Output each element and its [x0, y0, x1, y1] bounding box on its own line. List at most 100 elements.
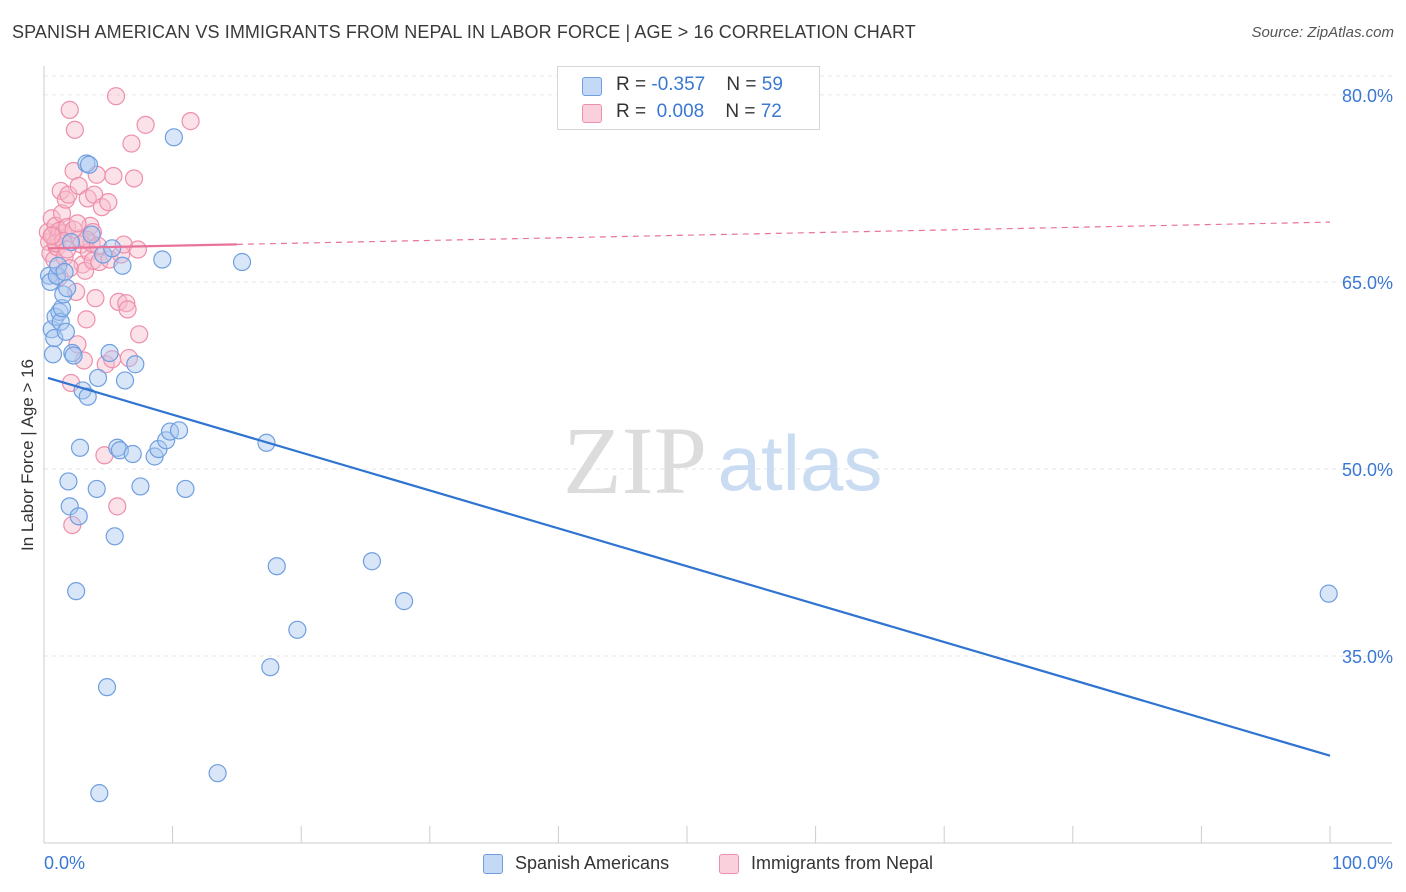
data-point-spanish-american — [60, 497, 79, 516]
data-point-spanish-american — [59, 472, 78, 491]
legend-swatch-pink — [719, 854, 739, 874]
y-tick-label: 80.0% — [1342, 86, 1393, 106]
data-point-nepal — [88, 236, 108, 255]
data-point-spanish-american — [87, 479, 106, 499]
data-point-nepal — [77, 310, 96, 329]
data-point-spanish-american — [52, 299, 72, 318]
trendline-nepal-dashed — [236, 221, 1331, 245]
data-point-spanish-american — [288, 620, 307, 639]
legend-label: Immigrants from Nepal — [751, 853, 934, 873]
data-point-spanish-american — [51, 312, 70, 331]
data-point-spanish-american — [88, 368, 108, 388]
data-point-spanish-american — [100, 343, 119, 363]
data-point-spanish-american — [126, 355, 145, 374]
data-point-spanish-american — [394, 592, 414, 611]
series-legend: Spanish Americans Immigrants from Nepal — [0, 852, 1406, 878]
data-point-spanish-american — [78, 387, 97, 406]
data-point-spanish-american — [123, 444, 142, 464]
data-point-nepal — [118, 300, 137, 319]
data-point-nepal — [122, 134, 141, 153]
data-point-nepal — [54, 231, 73, 250]
data-point-nepal — [106, 87, 126, 106]
data-point-spanish-american — [94, 245, 113, 264]
data-point-nepal — [65, 120, 84, 139]
data-point-spanish-american — [115, 371, 135, 390]
data-point-spanish-american — [69, 507, 88, 526]
data-point-spanish-american — [97, 678, 117, 697]
x-tick-label: 0.0% — [44, 853, 85, 873]
data-point-nepal — [99, 193, 118, 212]
data-point-nepal — [130, 325, 149, 344]
data-point-spanish-american — [267, 557, 286, 576]
watermark-zip: ZIP — [563, 407, 707, 514]
data-point-spanish-american — [169, 421, 189, 440]
data-point-nepal — [114, 235, 133, 254]
trendline-spanish-americans — [47, 376, 1331, 757]
data-point-nepal — [69, 176, 88, 196]
legend-r-label: R = — [616, 74, 652, 95]
data-point-nepal — [104, 166, 123, 186]
data-point-spanish-american — [45, 328, 64, 348]
data-point-spanish-american — [232, 252, 252, 272]
data-point-spanish-american — [64, 346, 83, 365]
legend-label: Spanish Americans — [515, 853, 670, 873]
data-point-spanish-american — [153, 250, 172, 269]
data-point-nepal — [128, 240, 147, 259]
data-point-spanish-american — [70, 438, 90, 457]
x-tick-label: 100.0% — [1332, 853, 1393, 873]
data-point-spanish-american — [58, 279, 77, 298]
data-point-spanish-american — [105, 527, 124, 546]
data-point-nepal — [181, 112, 200, 131]
data-point-spanish-american — [157, 431, 176, 450]
data-point-spanish-american — [55, 262, 74, 282]
data-point-nepal — [60, 100, 79, 119]
legend-r-value: 0.008 — [651, 101, 705, 122]
data-point-spanish-american — [56, 322, 75, 341]
data-point-nepal — [68, 214, 87, 233]
legend-n-value: 72 — [760, 101, 782, 122]
data-point-spanish-american — [82, 225, 101, 244]
data-point-nepal — [52, 204, 72, 223]
data-point-spanish-american — [40, 266, 59, 285]
data-point-spanish-american — [103, 239, 122, 258]
watermark-atlas: atlas — [718, 419, 883, 507]
legend-n-label: N = — [725, 101, 761, 122]
data-point-spanish-american — [131, 477, 150, 496]
legend-r-label: R = — [616, 101, 652, 122]
data-point-nepal — [76, 261, 95, 280]
data-point-spanish-american — [176, 479, 195, 499]
legend-swatch-blue — [483, 854, 503, 874]
data-point-nepal — [136, 115, 155, 134]
data-point-spanish-american — [90, 784, 109, 803]
trendline-nepal-solid — [47, 243, 237, 250]
data-point-nepal — [86, 289, 105, 308]
legend-n-label: N = — [726, 74, 762, 95]
data-point-spanish-american — [1319, 584, 1338, 603]
data-point-nepal — [124, 169, 144, 188]
data-point-spanish-american — [67, 582, 86, 601]
data-point-spanish-american — [362, 552, 382, 571]
y-tick-label: 35.0% — [1342, 647, 1393, 667]
data-point-spanish-american — [108, 438, 127, 457]
data-point-nepal — [68, 335, 87, 354]
chart-title: SPANISH AMERICAN VS IMMIGRANTS FROM NEPA… — [12, 22, 916, 42]
data-point-spanish-american — [261, 658, 280, 677]
data-point-spanish-american — [113, 256, 132, 275]
y-tick-label: 65.0% — [1342, 273, 1393, 293]
legend-n-value: 59 — [761, 74, 783, 95]
data-point-spanish-american — [61, 232, 81, 252]
data-point-nepal — [56, 190, 75, 209]
legend-swatch-blue — [582, 77, 602, 96]
legend-swatch-pink — [582, 104, 602, 123]
data-point-nepal — [117, 294, 136, 313]
data-point-spanish-american — [79, 155, 99, 174]
data-point-nepal — [108, 497, 127, 516]
data-point-spanish-american — [43, 345, 63, 364]
data-point-nepal — [42, 226, 61, 245]
y-tick-label: 50.0% — [1342, 460, 1393, 480]
data-point-spanish-american — [164, 128, 183, 147]
data-point-spanish-american — [208, 764, 227, 783]
stats-legend: R = -0.357 N = 59 R = 0.008 N = 72 — [557, 66, 820, 130]
source-label: Source: ZipAtlas.com — [1251, 24, 1394, 41]
